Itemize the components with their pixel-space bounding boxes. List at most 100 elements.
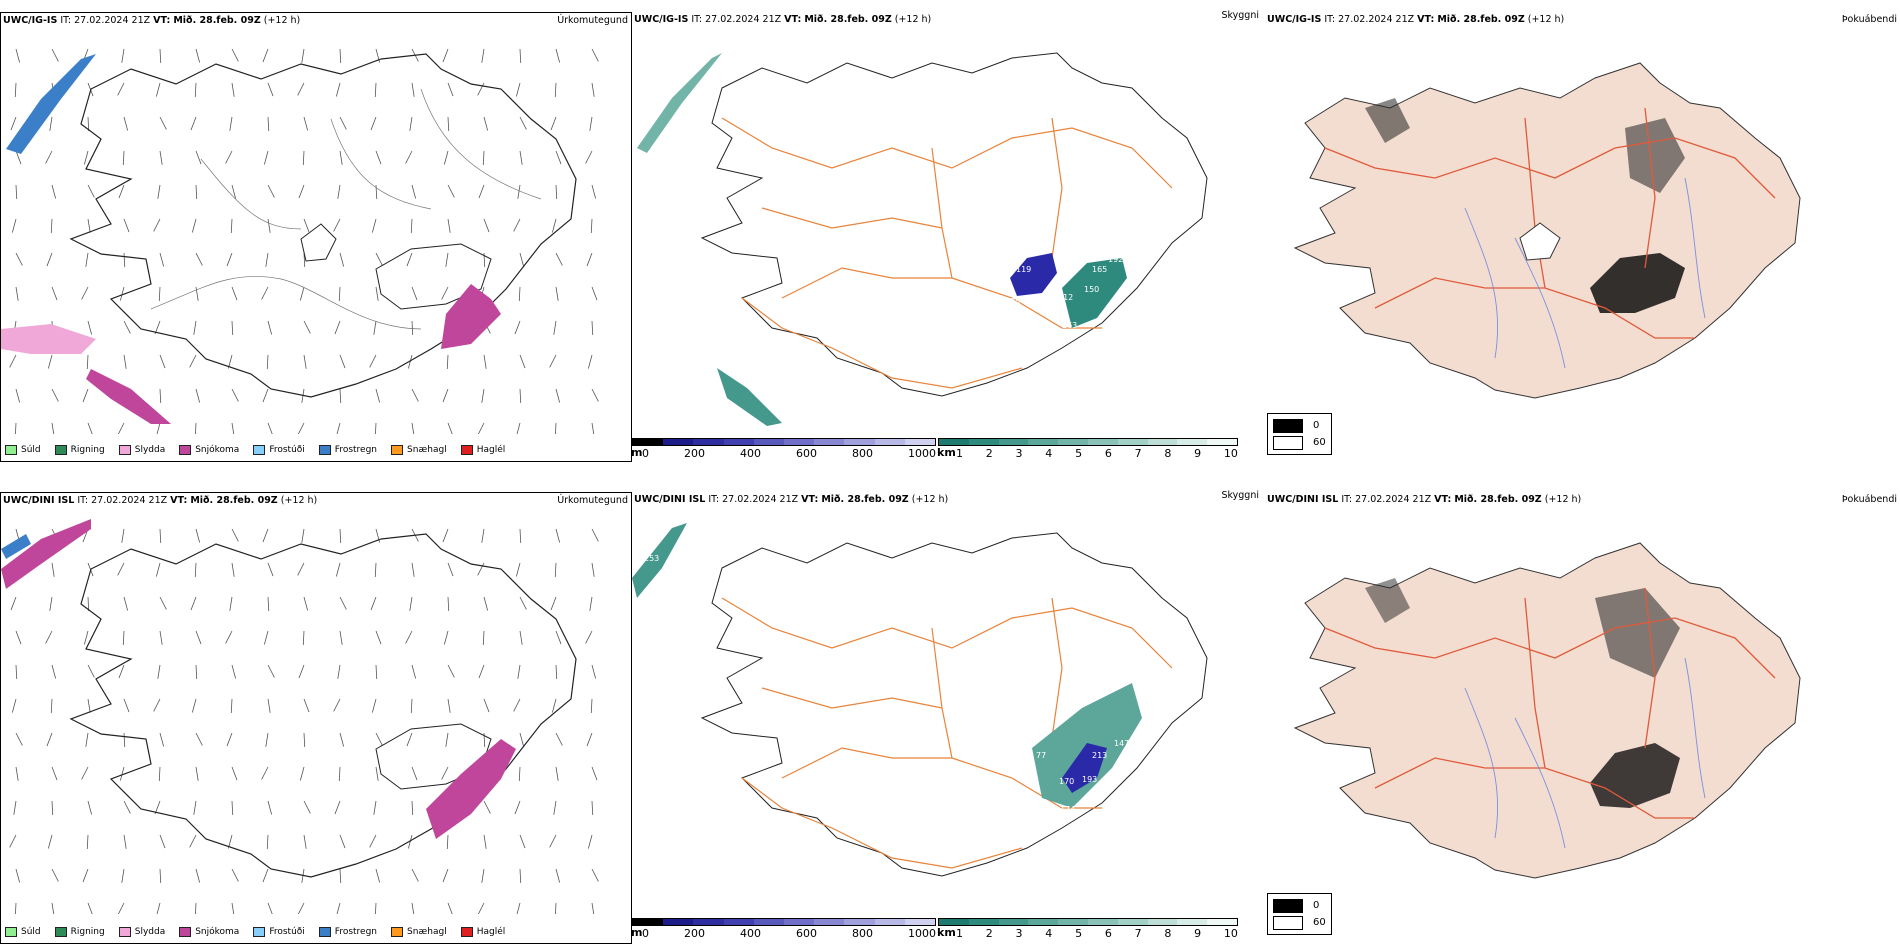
legend-item-frostregn: Frostregn	[318, 927, 377, 937]
low-visibility-area-nw	[637, 53, 722, 153]
vis-scale-km-ticks: 1 2 3 4 5 6 7 8 9 10	[956, 447, 1238, 460]
wind-barb	[195, 868, 201, 883]
wind-barb	[411, 320, 414, 336]
wind-barb	[590, 218, 593, 234]
wind-barb	[10, 596, 17, 611]
wind-barb	[159, 834, 166, 849]
wind-barb	[375, 630, 382, 645]
sleet-area-west	[1, 324, 96, 354]
wind-barb	[336, 422, 341, 434]
roads	[1324, 587, 1776, 819]
wind-barb	[230, 218, 233, 234]
wind-barb	[156, 422, 161, 434]
init-time: 27.02.2024 21Z	[74, 15, 151, 26]
wind-barb	[375, 252, 383, 266]
low-visibility-area-core	[1062, 743, 1107, 793]
vis-label: 170	[1059, 777, 1074, 786]
wind-barb	[159, 732, 165, 747]
wind-barb	[477, 82, 485, 96]
wind-barb	[302, 150, 305, 166]
wind-barb	[159, 596, 167, 610]
wind-barb	[191, 698, 197, 713]
wind-barb	[51, 562, 55, 577]
wind-barb	[519, 48, 522, 64]
wind-barb	[46, 252, 53, 267]
wind-barb	[339, 834, 346, 849]
wind-barb	[118, 664, 125, 679]
lead-time: (+12 h)	[263, 15, 301, 26]
wind-barb	[262, 48, 269, 63]
wind-barb	[483, 800, 491, 814]
wind-barb	[515, 562, 521, 577]
wind-barb	[231, 800, 234, 816]
legend-item-sudd: Súld	[5, 445, 41, 455]
wind-barb	[229, 596, 233, 611]
vis-scale-m-unit: m	[631, 446, 643, 459]
wind-barb	[262, 388, 269, 403]
wind-barb	[409, 596, 413, 611]
wind-barb	[49, 596, 53, 611]
wind-barb	[87, 902, 93, 914]
wind-barb	[297, 562, 305, 576]
wind-barb	[483, 218, 490, 233]
field-name: Skyggni	[1221, 10, 1259, 21]
wind-barb	[82, 868, 89, 883]
wind-barb	[375, 286, 379, 301]
vt-label: VT:	[784, 14, 802, 25]
wind-barb	[478, 184, 485, 199]
valid-time: Mið. 28.feb. 09Z	[173, 15, 261, 26]
wind-barb	[195, 664, 198, 680]
init-time: 27.02.2024 21Z	[705, 14, 782, 25]
wind-barb	[15, 868, 21, 883]
low-visibility-area-east	[1062, 258, 1127, 328]
wind-barb	[15, 766, 19, 781]
wind-barb	[123, 834, 127, 849]
wind-barb	[555, 528, 561, 543]
wind-barb	[519, 834, 526, 849]
wind-barb	[550, 596, 557, 611]
precip-map	[1, 519, 599, 914]
wind-barb	[339, 528, 342, 544]
fog-legend-item: 0	[1273, 417, 1326, 434]
wind-barb	[514, 320, 521, 335]
vt-label: VT:	[153, 15, 171, 26]
snow-area-southwest	[86, 369, 171, 424]
wind-barb	[441, 766, 449, 780]
legend-item-rigning: Rigning	[54, 445, 105, 455]
wind-barb	[370, 596, 377, 611]
roads	[1324, 107, 1776, 339]
wind-barb	[336, 902, 341, 914]
vis-label: 147	[1114, 739, 1129, 748]
panel-header: UWC/IG-IS IT: 27.02.2024 21Z VT: Mið. 28…	[1265, 12, 1900, 28]
wind-barb	[481, 868, 485, 883]
legend-item-snjokoma: Snjókoma	[179, 927, 239, 937]
legend-item-snaehagl: Snæhagl	[391, 445, 447, 455]
wind-barb	[515, 82, 521, 97]
wind-barb	[231, 562, 235, 577]
init-time: 27.02.2024 21Z	[1355, 494, 1432, 505]
it-label: IT:	[1341, 494, 1353, 505]
wind-barb	[123, 252, 126, 268]
legend-item-frostudi: Frostúði	[253, 927, 305, 937]
vt-label: VT:	[1434, 494, 1452, 505]
wind-barb	[375, 902, 377, 914]
wind-barb	[375, 184, 378, 200]
wind-barb	[51, 868, 59, 882]
wind-barb	[411, 664, 417, 679]
vis-label: 193	[1082, 775, 1097, 784]
wind-barb	[297, 422, 305, 434]
wind-barb	[591, 184, 597, 199]
wind-barb	[339, 732, 345, 747]
wind-barb	[375, 664, 378, 680]
wind-barb	[261, 766, 269, 780]
wind-barb	[157, 664, 161, 679]
model-name: UWC/DINI ISL	[634, 494, 706, 505]
vis-label: 150	[1084, 285, 1099, 294]
wind-barb	[262, 528, 269, 543]
wind-barb	[51, 48, 59, 62]
wind-barb	[447, 664, 455, 678]
wind-barb	[159, 252, 165, 267]
wind-barb	[267, 562, 274, 577]
wind-barb	[121, 528, 125, 543]
wind-barb	[445, 732, 449, 747]
